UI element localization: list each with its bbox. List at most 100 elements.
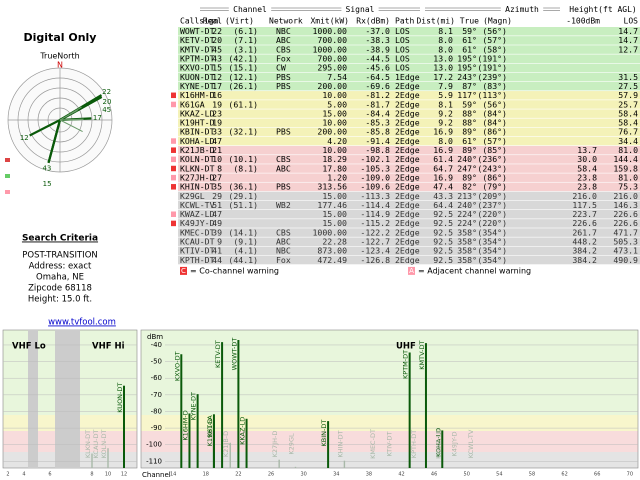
table-cell: 43 — [212, 54, 222, 64]
band-label: UHF — [396, 342, 416, 352]
row-background — [178, 246, 640, 256]
panel-frame — [140, 329, 639, 469]
north-label: N — [57, 61, 63, 70]
bar-label: KTIV-DT — [385, 431, 393, 456]
table-cell: 31.5 — [618, 72, 638, 82]
row-background — [178, 127, 640, 137]
table-cell: 240° — [457, 200, 477, 210]
table-cell: 61.4 — [433, 154, 453, 164]
bar-label: KMEC-DT — [369, 429, 377, 459]
table-cell: 295.00 — [317, 63, 347, 73]
table-cell: K21JB-D — [180, 145, 215, 155]
x-tick-label: 38 — [366, 472, 372, 478]
table-cell: (9.1) — [233, 237, 258, 247]
row-background — [178, 145, 640, 155]
table-cell: KUON-DT — [180, 72, 215, 82]
column-header: Dist(mi) — [416, 17, 455, 26]
table-cell: 1Edge — [395, 72, 420, 82]
table-cell: 2Edge — [395, 90, 420, 100]
table-cell: 117° — [457, 90, 477, 100]
table-cell: 240° — [457, 154, 477, 164]
x-tick-label: 2 — [6, 472, 9, 478]
table-cell: -85.3 — [365, 118, 390, 128]
table-cell: 30.0 — [577, 154, 597, 164]
table-cell: PBS — [276, 127, 291, 137]
table-cell: (239°) — [477, 72, 507, 82]
table-cell: 2Edge — [395, 218, 420, 228]
table-cell: 1000.00 — [312, 44, 347, 54]
azimuth-line — [47, 119, 62, 163]
site-link[interactable]: www.tvfool.com — [48, 318, 116, 328]
table-cell: 92.5 — [433, 218, 453, 228]
table-cell: (6.1) — [233, 26, 258, 36]
band-label: VHF Lo — [12, 342, 46, 352]
table-cell: 61° — [462, 136, 477, 146]
row-background — [178, 91, 640, 100]
table-cell: 224° — [457, 209, 477, 219]
legend-key-box — [180, 266, 187, 275]
table-cell: -122.7 — [360, 237, 390, 247]
group-header: Height(ft AGL) — [569, 5, 636, 14]
table-cell: 64.4 — [433, 200, 453, 210]
table-cell: 490.9 — [613, 255, 638, 265]
bar-label: KHIN-DT — [336, 430, 344, 457]
table-cell: CBS — [276, 227, 291, 237]
table-cell: (85°) — [482, 145, 507, 155]
table-cell: 25.7 — [618, 99, 638, 109]
table-cell: -85.8 — [365, 127, 390, 137]
bar-label: KYNE-DT — [190, 392, 198, 420]
bar-label: KMTV-DT — [418, 340, 426, 369]
table-cell: (42.1) — [228, 54, 258, 64]
table-cell: 2Edge — [395, 99, 420, 109]
table-cell: 1000.00 — [312, 227, 347, 237]
table-cell: 243° — [457, 72, 477, 82]
table-cell: 64.7 — [433, 163, 453, 173]
table-cell: KMEC-DT — [180, 227, 215, 237]
table-cell: 59° — [462, 26, 477, 36]
table-cell: (354°) — [477, 237, 507, 247]
table-cell: (243°) — [477, 163, 507, 173]
column-header: Network — [269, 17, 303, 26]
table-cell: 358° — [457, 246, 477, 256]
table-cell: 27 — [212, 172, 222, 182]
table-cell: ABC — [276, 237, 291, 247]
table-cell: 2Edge — [395, 209, 420, 219]
table-cell: 15.00 — [322, 108, 347, 118]
table-cell: 7.54 — [327, 72, 347, 82]
row-background — [178, 210, 640, 219]
table-cell: 358° — [457, 227, 477, 237]
table-cell: 92.5 — [433, 209, 453, 219]
table-cell: 58.4 — [618, 118, 638, 128]
table-cell: -126.8 — [360, 255, 390, 265]
table-cell: 15.00 — [322, 191, 347, 201]
bar-label: K21JB-D — [222, 431, 230, 457]
bar-label: K19HT-D — [206, 418, 214, 446]
table-cell: NBC — [276, 246, 291, 256]
table-cell: KPTH-DT — [180, 255, 215, 265]
table-cell: 88° — [462, 118, 477, 128]
table-cell: KKAZ-LD — [180, 108, 215, 118]
azimuth-label: 45 — [102, 106, 111, 114]
table-cell: 61° — [462, 35, 477, 45]
table-cell: 20 — [212, 35, 222, 45]
x-tick-label: 70 — [627, 472, 633, 478]
polar-marker — [5, 190, 10, 194]
table-cell: 247° — [457, 163, 477, 173]
table-cell: 10.00 — [322, 118, 347, 128]
table-cell: (15.1) — [228, 63, 258, 73]
table-cell: 49 — [212, 218, 222, 228]
x-tick-label: 66 — [594, 472, 600, 478]
table-cell: 223.7 — [572, 209, 597, 219]
table-cell: LOS — [395, 63, 410, 73]
table-cell: 8.1 — [438, 26, 453, 36]
table-cell: 89° — [462, 172, 477, 182]
azimuth-label: 20 — [102, 98, 111, 106]
azimuth-label: 15 — [43, 180, 52, 188]
warning-icon — [171, 92, 176, 99]
legend-key-box — [408, 266, 415, 275]
table-cell: 47 — [212, 136, 222, 146]
warning-icon — [171, 220, 176, 227]
x-tick-label: 8 — [90, 472, 93, 478]
table-cell: 81.0 — [618, 172, 638, 182]
bar-label: KLKN-DT — [84, 430, 92, 458]
